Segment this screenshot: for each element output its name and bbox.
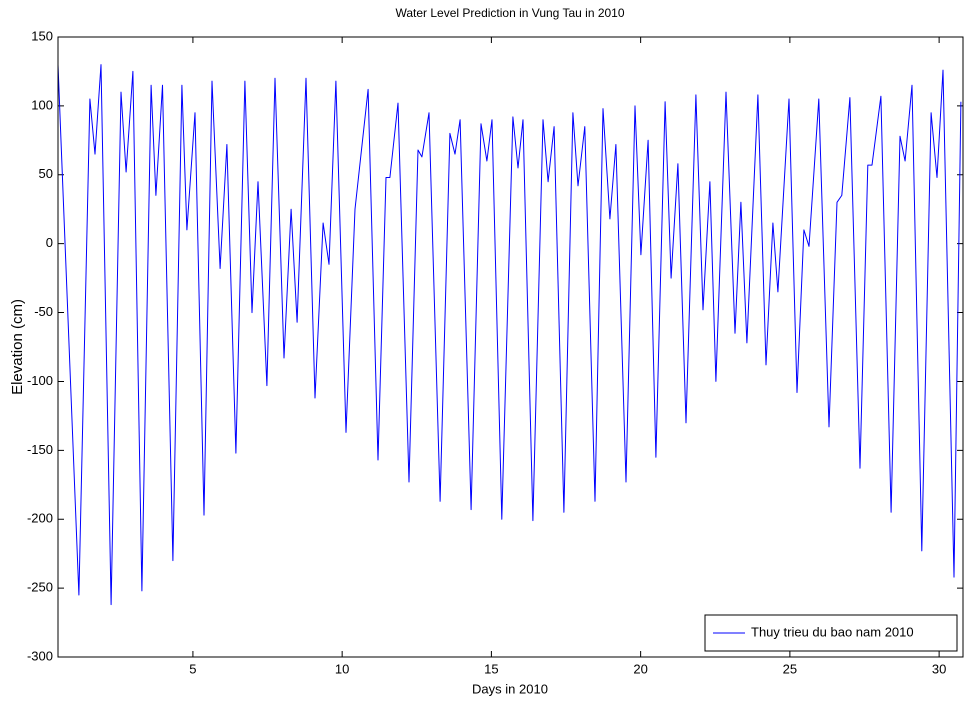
y-axis-label: Elevation (cm): [9, 299, 26, 395]
x-tick-label: 15: [484, 661, 498, 676]
y-tick-label: -250: [27, 580, 53, 595]
x-tick-label: 10: [335, 661, 349, 676]
x-tick-label: 5: [189, 661, 196, 676]
y-tick-label: -150: [27, 442, 53, 457]
legend-label: Thuy trieu du bao nam 2010: [751, 624, 914, 639]
x-tick-label: 30: [932, 661, 946, 676]
y-tick-label: -200: [27, 511, 53, 526]
y-tick-label: 0: [46, 235, 53, 250]
y-tick-label: -300: [27, 648, 53, 663]
y-tick-label: -100: [27, 373, 53, 388]
x-tick-label: 25: [783, 661, 797, 676]
chart-title: Water Level Prediction in Vung Tau in 20…: [395, 6, 624, 20]
y-tick-label: 50: [39, 166, 53, 181]
y-tick-label: -50: [34, 304, 53, 319]
plot-frame: [57, 36, 964, 658]
legend-box: [704, 614, 958, 652]
y-tick-label: 100: [31, 97, 53, 112]
line-series: [57, 64, 962, 606]
x-tick-label: 20: [633, 661, 647, 676]
y-tick-label: 150: [31, 28, 53, 43]
x-axis-label: Days in 2010: [472, 681, 548, 696]
